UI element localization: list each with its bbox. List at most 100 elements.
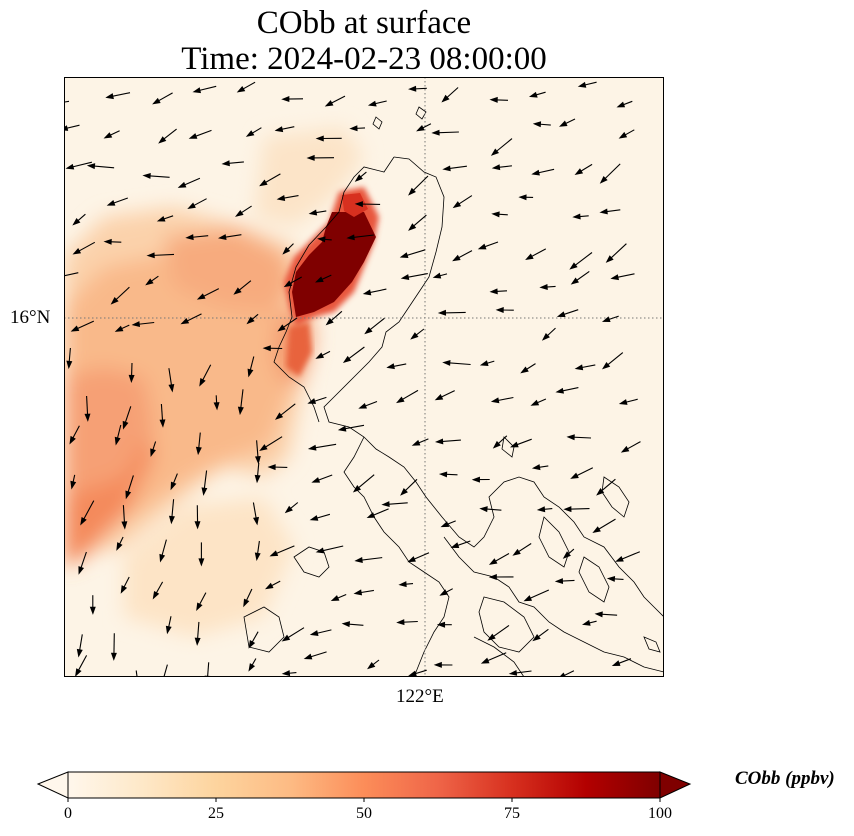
wind-arrow-head bbox=[324, 100, 334, 107]
wind-arrow-head bbox=[490, 397, 500, 404]
wind-arrow-shaft bbox=[410, 175, 429, 193]
wind-arrow-shaft bbox=[135, 670, 138, 677]
wind-arrow-head bbox=[518, 194, 527, 201]
wind-arrow-head bbox=[125, 490, 132, 500]
wind-arrow-head bbox=[276, 195, 286, 201]
wind-arrow-head bbox=[84, 413, 91, 422]
wind-arrow-head bbox=[396, 619, 405, 626]
wind-arrow-head bbox=[177, 181, 187, 188]
wind-arrow-head bbox=[539, 283, 548, 290]
wind-arrow-shaft bbox=[404, 249, 426, 257]
wind-arrow-head bbox=[120, 585, 128, 594]
wind-arrow-head bbox=[610, 274, 620, 281]
wind-arrow-head bbox=[601, 316, 611, 323]
wind-arrow-head bbox=[432, 272, 442, 279]
wind-arrow-shaft bbox=[567, 508, 590, 510]
wind-arrow-head bbox=[439, 589, 449, 596]
wind-arrow-head bbox=[596, 488, 605, 496]
wind-arrow-head bbox=[254, 552, 261, 561]
wind-arrow-head bbox=[530, 399, 540, 406]
colorbar-tick-75: 75 bbox=[504, 805, 520, 822]
wind-arrow-head bbox=[592, 526, 601, 534]
wind-arrow-shaft bbox=[82, 500, 95, 522]
wind-arrow-head bbox=[70, 480, 77, 490]
wind-arrow-shaft bbox=[342, 424, 365, 430]
wind-arrow-head bbox=[86, 163, 96, 170]
wind-arrow-head bbox=[248, 640, 256, 649]
wind-arrow-head bbox=[434, 394, 444, 401]
gridlines bbox=[64, 77, 664, 677]
wind-arrow-head bbox=[248, 663, 256, 672]
wind-arrow-head bbox=[563, 506, 572, 513]
wind-arrow-head bbox=[400, 487, 408, 496]
wind-arrow-head bbox=[121, 521, 128, 530]
wind-arrow-head bbox=[408, 223, 417, 231]
wind-vectors bbox=[64, 81, 641, 677]
wind-arrow-head bbox=[480, 657, 490, 664]
wind-arrow-head bbox=[89, 606, 96, 615]
wind-arrow-head bbox=[577, 81, 587, 88]
wind-arrow-head bbox=[281, 670, 291, 677]
wind-arrow-shaft bbox=[446, 362, 471, 366]
wind-arrow-head bbox=[569, 262, 578, 270]
lon-tick-label: 122°E bbox=[396, 686, 444, 707]
wind-arrow-head bbox=[411, 439, 421, 446]
wind-arrow-head bbox=[353, 589, 363, 596]
wind-arrow-head bbox=[259, 444, 268, 452]
wind-arrow-head bbox=[611, 660, 621, 666]
map-title: CObb at surface bbox=[256, 5, 472, 41]
wind-arrow-head bbox=[246, 316, 255, 325]
wind-arrow-head bbox=[196, 293, 206, 300]
wind-arrow-head bbox=[367, 661, 376, 670]
wind-arrow-head bbox=[337, 425, 347, 432]
wind-arrow-head bbox=[620, 445, 630, 453]
wind-arrow-head bbox=[156, 215, 166, 222]
wind-arrow-head bbox=[436, 621, 446, 628]
wind-arrow-head bbox=[245, 130, 255, 137]
wind-arrow-head bbox=[103, 238, 112, 245]
wind-arrow-head bbox=[342, 355, 352, 364]
wind-arrow-shaft bbox=[572, 252, 593, 268]
wind-arrow-head bbox=[243, 598, 250, 608]
wind-arrow-head bbox=[431, 129, 440, 136]
wind-arrow-head bbox=[195, 446, 202, 456]
wind-arrow-head bbox=[199, 378, 206, 387]
wind-arrow-head bbox=[438, 471, 448, 478]
wind-arrow-head bbox=[605, 255, 614, 263]
wind-arrow-shaft bbox=[151, 253, 175, 257]
wind-arrow-head bbox=[574, 364, 584, 371]
wind-arrow-head bbox=[570, 472, 579, 479]
wind-arrow-head bbox=[188, 133, 198, 139]
wind-arrow-head bbox=[78, 566, 85, 575]
wind-arrow-shaft bbox=[319, 545, 344, 552]
wind-arrow-head bbox=[110, 652, 117, 661]
wind-arrow-head bbox=[69, 435, 76, 445]
wind-arrow-head bbox=[281, 95, 290, 102]
wind-arrow-shaft bbox=[435, 131, 459, 134]
wind-arrow-head bbox=[103, 132, 113, 139]
wind-arrow-shaft bbox=[494, 138, 513, 154]
wind-arrow-head bbox=[450, 542, 460, 548]
wind-arrow-head bbox=[381, 501, 390, 508]
wind-arrow-head bbox=[396, 396, 405, 404]
wind-arrow-head bbox=[366, 512, 376, 519]
wind-arrow-head bbox=[477, 243, 487, 250]
wind-arrow-head bbox=[72, 217, 81, 226]
wind-arrow-head bbox=[434, 438, 444, 445]
wind-arrow-head bbox=[269, 550, 279, 557]
wind-arrow-head bbox=[616, 101, 626, 108]
wind-arrow-head bbox=[201, 487, 208, 496]
wind-arrow-head bbox=[471, 476, 480, 483]
wind-arrow-head bbox=[362, 289, 372, 296]
wind-arrow-head bbox=[599, 208, 608, 215]
wind-arrow-head bbox=[532, 634, 541, 642]
wind-arrow-head bbox=[180, 317, 190, 325]
wind-arrow-head bbox=[308, 209, 318, 216]
wind-arrow-head bbox=[274, 412, 284, 420]
wind-arrow-head bbox=[72, 247, 82, 255]
wind-arrow-head bbox=[330, 595, 340, 602]
coastline bbox=[243, 106, 664, 677]
wind-arrow-head bbox=[110, 296, 119, 305]
wind-arrow-head bbox=[152, 97, 161, 105]
wind-arrow-head bbox=[407, 556, 416, 563]
